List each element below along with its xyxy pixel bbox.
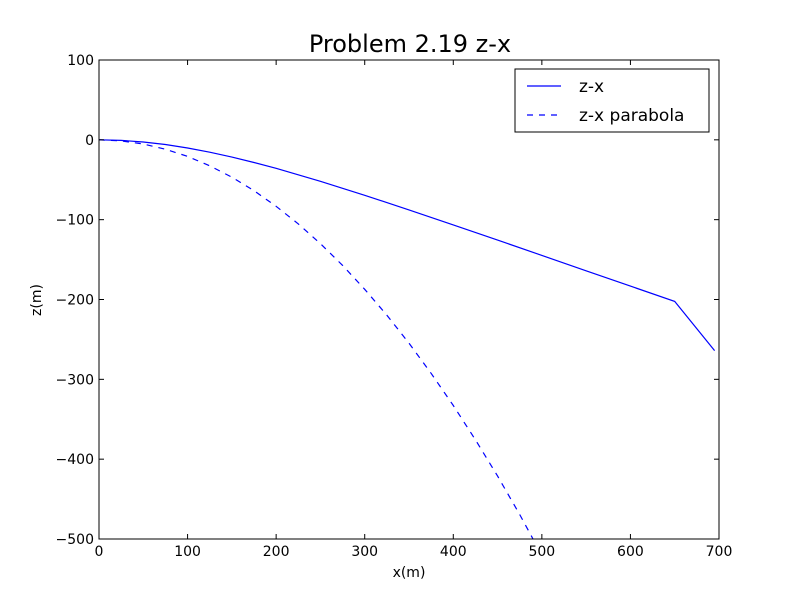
y-tick-label: −300 [56,372,94,388]
y-axis-label: z(m) [29,284,45,316]
x-tick-label: 200 [263,544,290,560]
x-tick-label: 100 [174,544,201,560]
x-tick-label: 700 [706,544,733,560]
x-tick-label: 600 [617,544,644,560]
x-tick-label: 500 [528,544,555,560]
chart-title: Problem 2.19 z-x [309,30,511,58]
y-tick-label: −400 [56,452,94,468]
y-tick-label: −200 [56,293,94,309]
series-layer [99,139,716,539]
y-tick-label: −100 [56,213,94,229]
y-tick-label: −500 [56,532,94,548]
x-tick-label: 0 [95,544,104,560]
x-axis-label: x(m) [393,565,426,581]
y-tick-label: 0 [85,133,94,149]
legend-label-z-x-parabola: z-x parabola [579,106,684,126]
x-tick-label: 400 [440,544,467,560]
legend: z-x z-x parabola [514,68,710,133]
legend-label-z-x: z-x [579,77,604,97]
x-tick-label: 300 [351,544,378,560]
series-line-z-x-parabola [99,139,534,539]
series-line-z-x [99,139,716,351]
y-tick-label: 100 [67,53,94,69]
tick-layer: 0 100 200 300 400 500 600 700 100 0 −100 −200 −300 −4… [56,53,733,560]
legend-box [514,68,710,133]
